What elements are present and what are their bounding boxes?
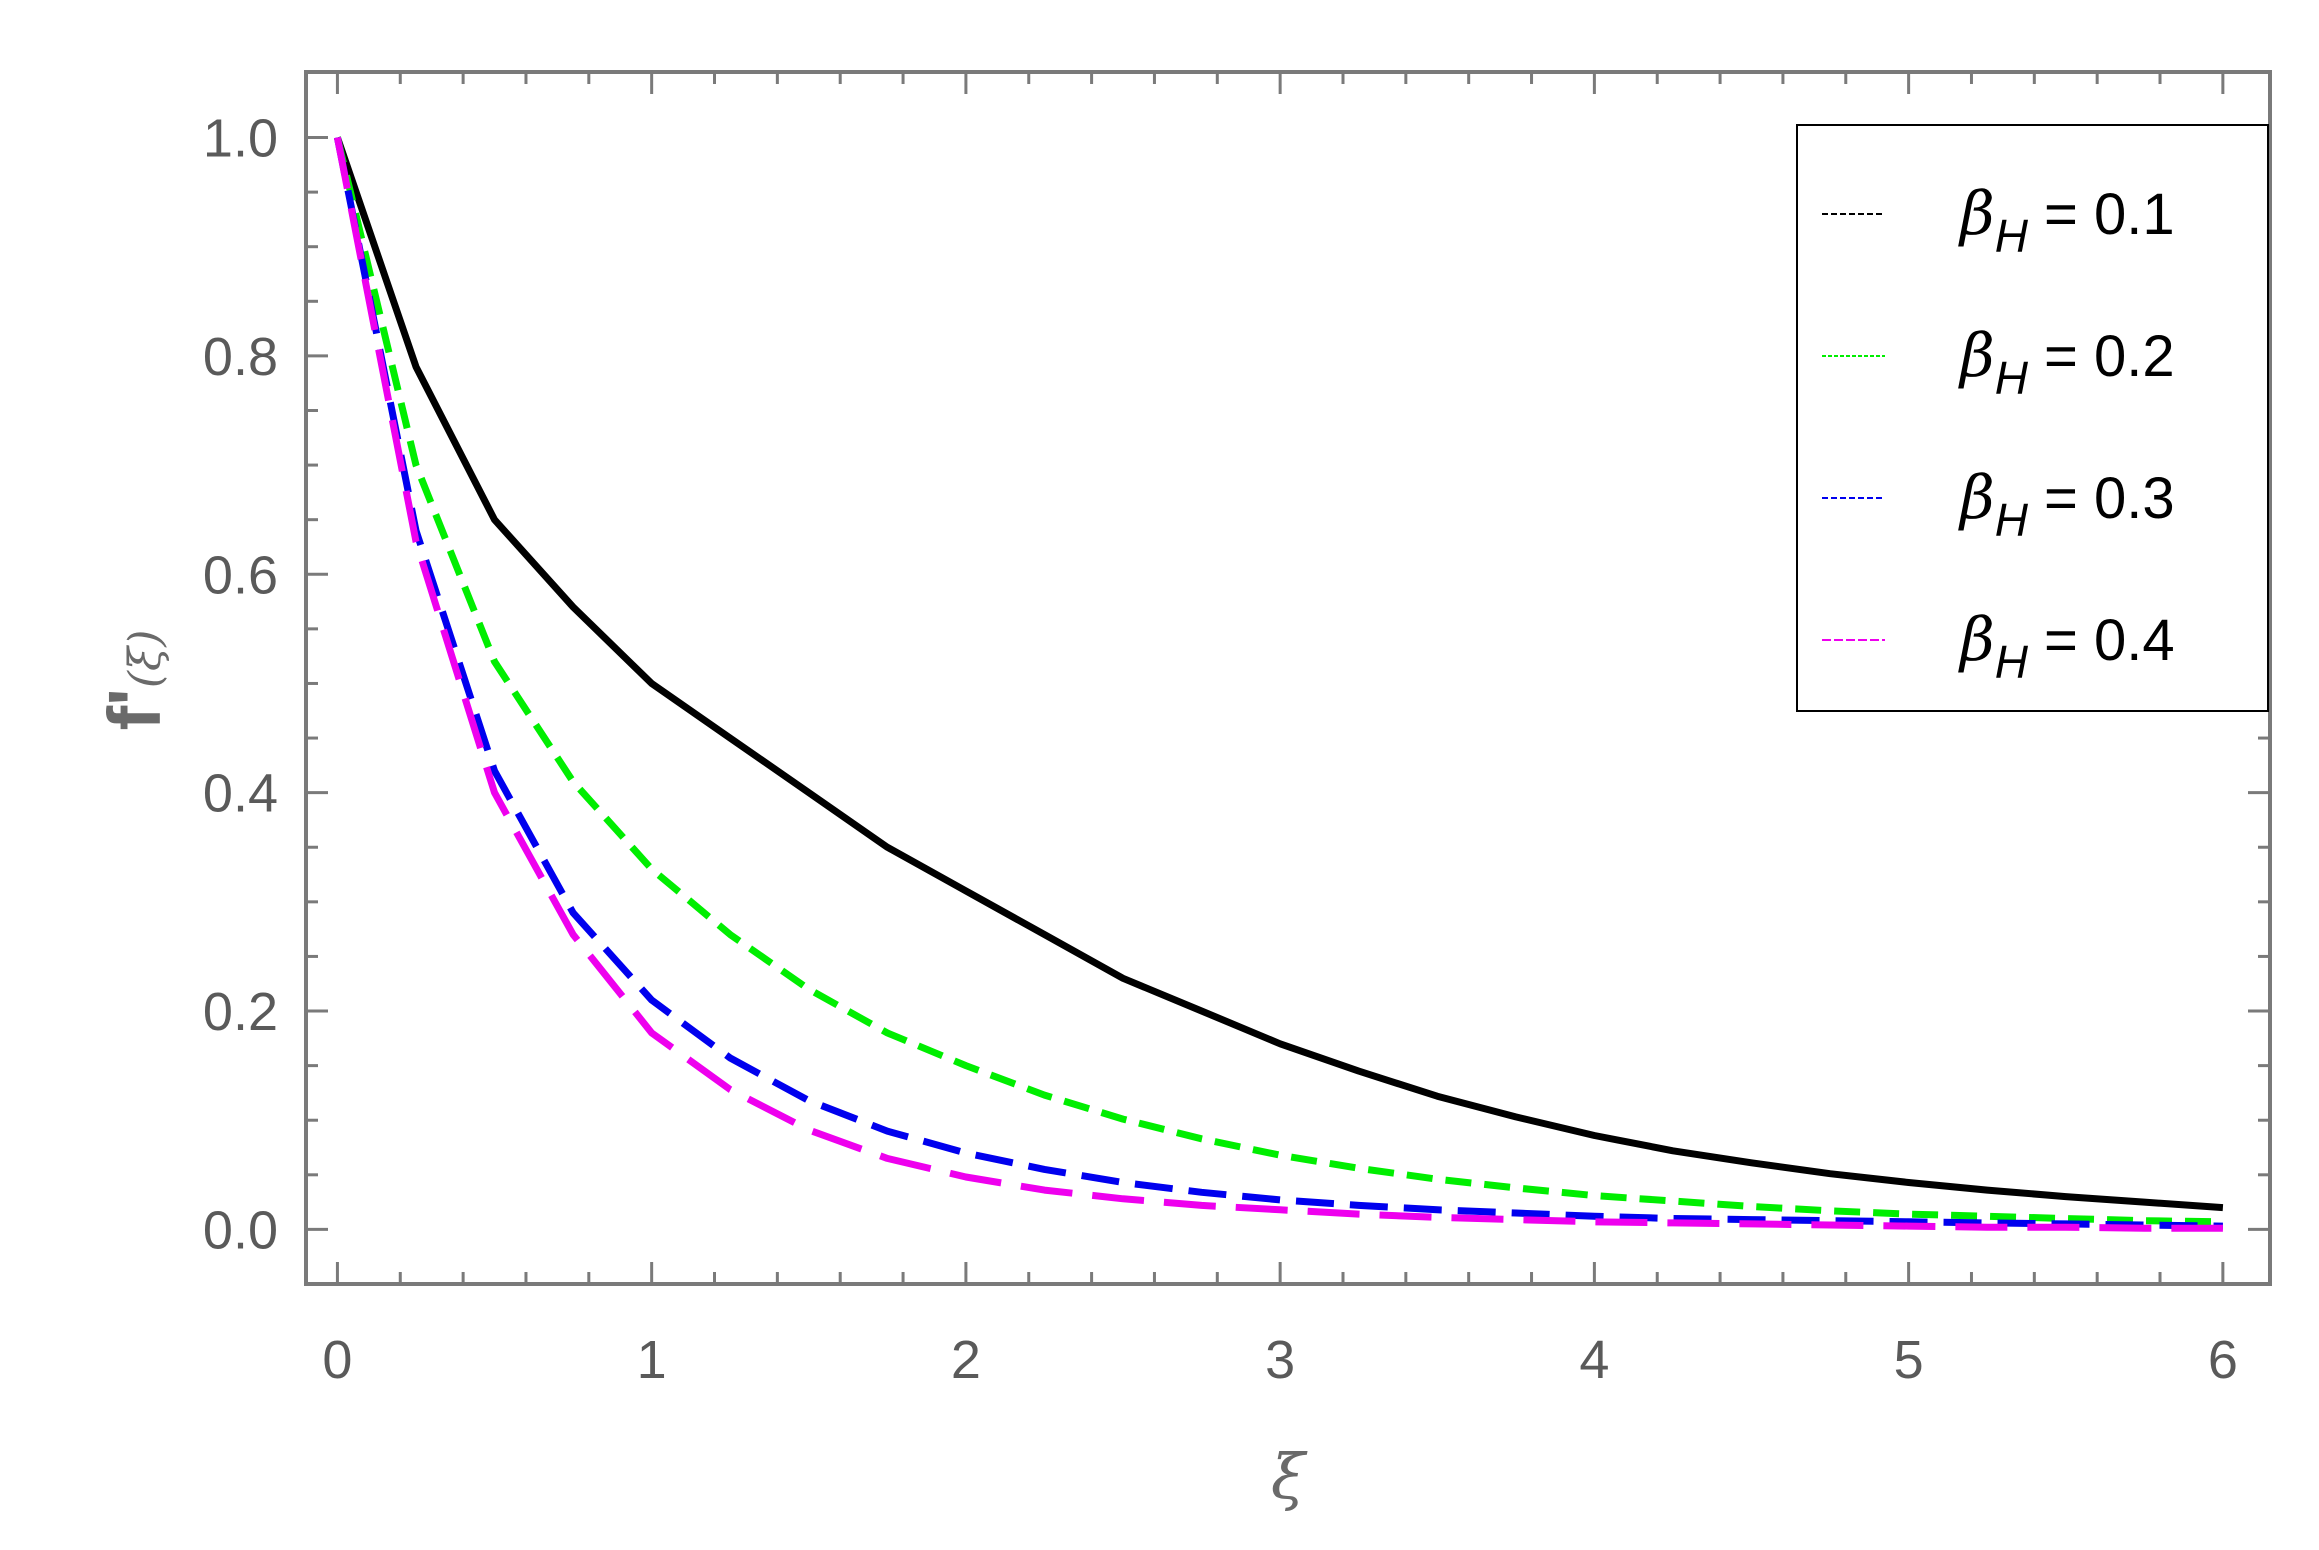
x-tick-label: 0 (322, 1330, 352, 1390)
legend-label-1: βH = 0.1 (1958, 179, 2175, 262)
y-tick-label: 0.6 (203, 545, 278, 605)
x-tick-label: 2 (951, 1330, 981, 1390)
x-tick-labels: 0 1 2 3 4 5 6 (322, 1330, 2237, 1390)
y-tick-label: 0.8 (203, 327, 278, 387)
series-line-4 (333, 136, 2223, 1232)
legend-box (1796, 124, 2269, 712)
x-tick-label: 1 (637, 1330, 667, 1390)
y-axis-label: f'(ξ) (93, 630, 176, 731)
y-axis-label-arg: ξ (120, 644, 171, 671)
legend-label-3: βH = 0.3 (1958, 463, 2175, 546)
y-tick-label: 0.0 (203, 1200, 278, 1260)
series-lines (333, 136, 2224, 1232)
y-tick-label: 1.0 (203, 109, 278, 169)
series-line-3 (333, 136, 2223, 1230)
legend: βH = 0.1 βH = 0.2 βH = 0.3 βH = 0.4 (1796, 124, 2269, 712)
y-tick-label: 0.4 (203, 764, 278, 824)
x-axis-label: ξ (1271, 1440, 1308, 1513)
x-tick-label: 6 (2208, 1330, 2238, 1390)
series-line-1 (334, 136, 2224, 1212)
legend-label-4: βH = 0.4 (1958, 605, 2175, 688)
x-tick-label: 3 (1265, 1330, 1295, 1390)
y-tick-label: 0.2 (203, 982, 278, 1042)
legend-label-2: βH = 0.2 (1958, 321, 2175, 404)
x-tick-label: 4 (1579, 1330, 1609, 1390)
y-axis-label-open: ( (120, 670, 171, 688)
plot-frame (304, 70, 2272, 1286)
y-axis-label-close: ) (120, 630, 171, 648)
x-tick-label: 5 (1894, 1330, 1924, 1390)
y-tick-labels: 0.0 0.2 0.4 0.6 0.8 1.0 (203, 109, 278, 1261)
y-axis-label-main: f' (93, 688, 176, 730)
